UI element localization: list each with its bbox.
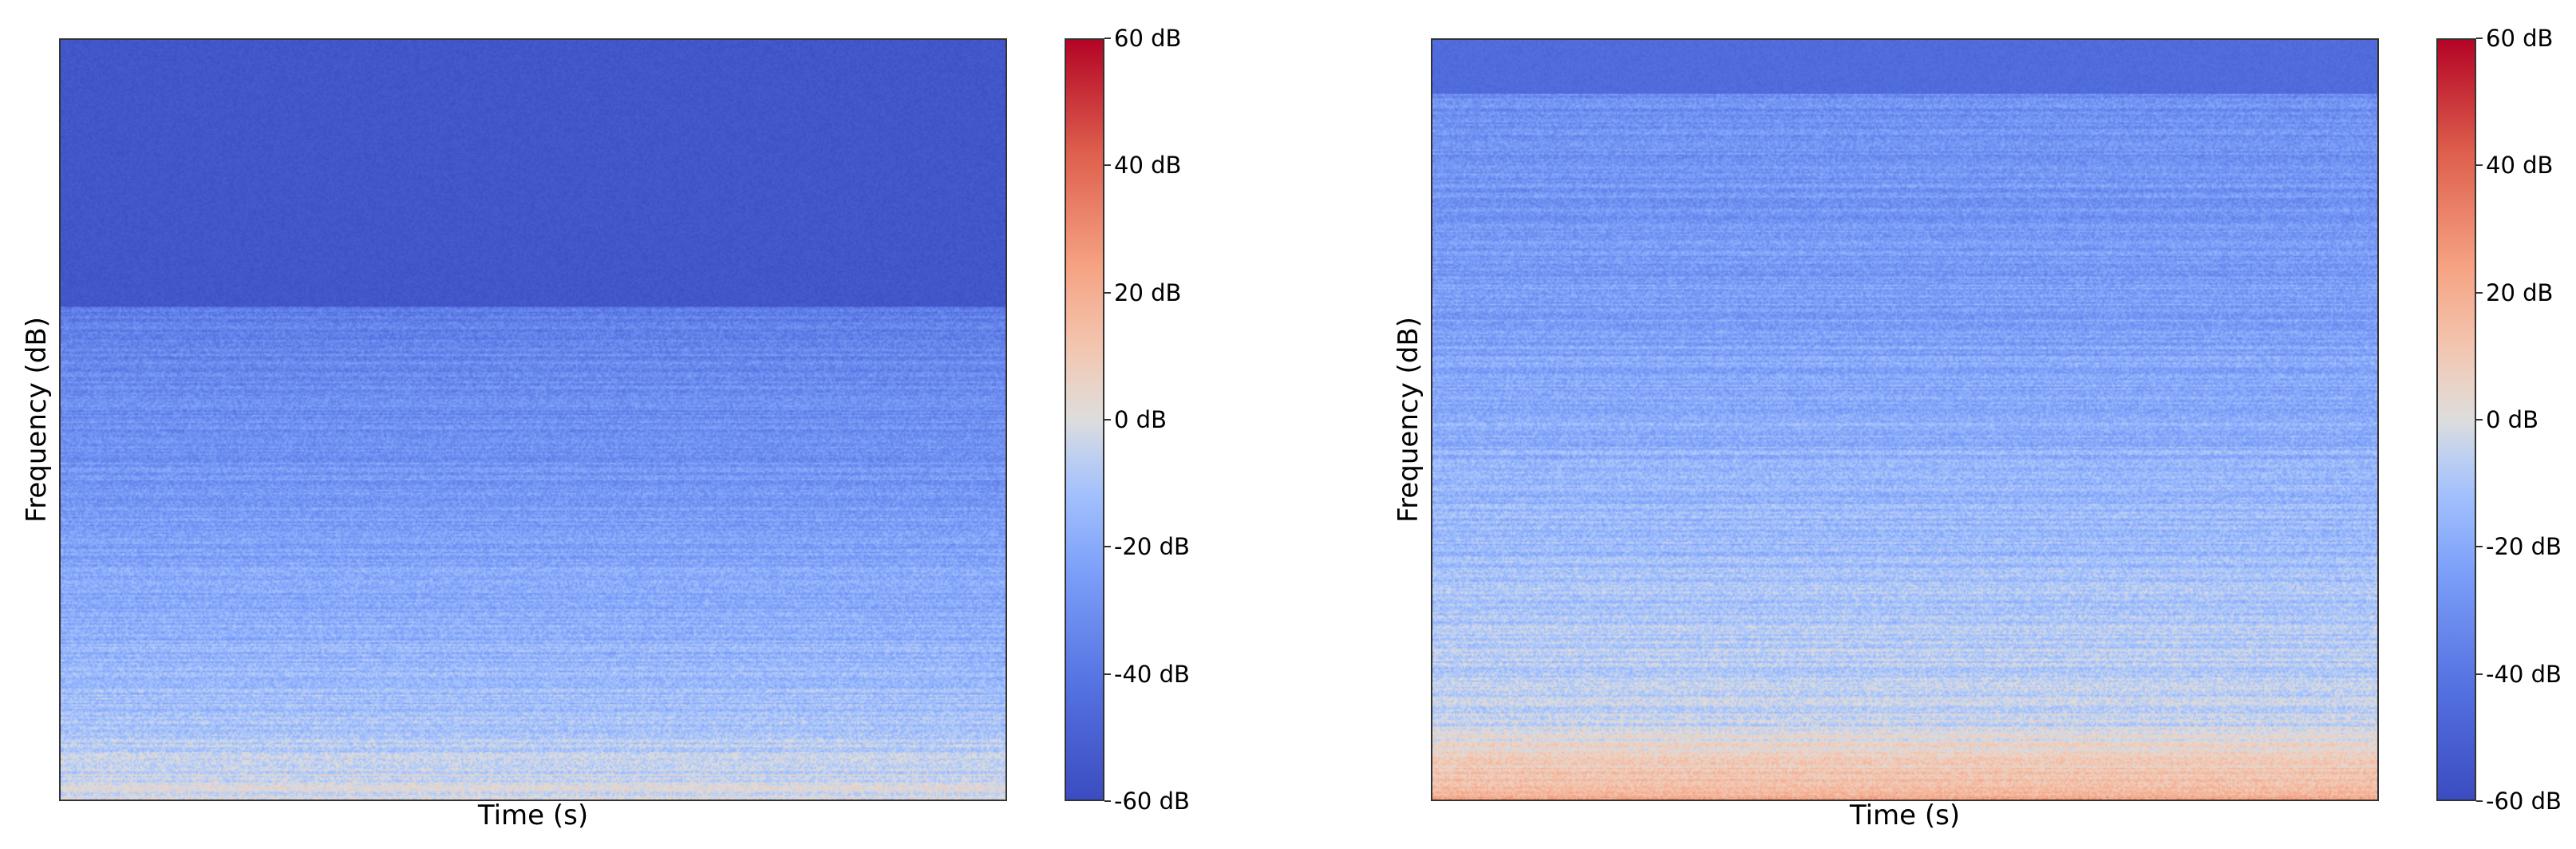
colorbar-tick-label: -20 dB (1114, 533, 1190, 561)
colorbar-tick-mark (2476, 291, 2483, 294)
colorbar-tick-mark (1104, 673, 1111, 675)
colorbar-tick-label: 20 dB (1114, 278, 1182, 306)
colorbar-tick-mark (2476, 164, 2483, 167)
colorbar-tick-label: 60 dB (1114, 25, 1182, 52)
x-axis-label-left: Time (s) (477, 800, 589, 831)
colorbar-right (2436, 38, 2476, 801)
colorbar-tick-mark (2476, 673, 2483, 675)
colorbar-tick-mark (1104, 419, 1111, 421)
colorbar-tick-label: -40 dB (2486, 660, 2562, 688)
colorbar-tick-label: -60 dB (2486, 788, 2562, 815)
colorbar-tick-label: -60 dB (1114, 788, 1190, 815)
spectrogram-image-left (61, 40, 1006, 800)
colorbar-tick-label: 40 dB (2486, 152, 2554, 180)
colorbar-tick-label: -40 dB (1114, 660, 1190, 688)
colorbar-tick-label: 60 dB (2486, 25, 2554, 52)
colorbar-tick-mark (2476, 546, 2483, 548)
colorbar-tick-mark (1104, 291, 1111, 294)
y-axis-label-right: Frequency (dB) (1393, 317, 1424, 523)
y-axis-label-left: Frequency (dB) (21, 317, 53, 523)
colorbar-tick-label: 0 dB (2486, 406, 2538, 433)
x-axis-label-right: Time (s) (1849, 800, 1961, 831)
colorbar-tick-label: 0 dB (1114, 406, 1167, 433)
colorbar-tick-mark (1104, 800, 1111, 802)
colorbar-left (1065, 38, 1104, 801)
colorbar-tick-mark (2476, 419, 2483, 421)
spectrogram-left (59, 38, 1007, 801)
spectrogram-image-right (1432, 40, 2377, 800)
colorbar-tick-mark (1104, 164, 1111, 167)
spectrogram-right (1431, 38, 2379, 801)
colorbar-tick-mark (2476, 800, 2483, 802)
colorbar-tick-mark (1104, 38, 1111, 39)
colorbar-tick-label: 40 dB (1114, 152, 1182, 180)
colorbar-tick-label: -20 dB (2486, 533, 2562, 561)
colorbar-tick-mark (2476, 38, 2483, 39)
colorbar-tick-label: 20 dB (2486, 278, 2554, 306)
colorbar-tick-mark (1104, 546, 1111, 548)
